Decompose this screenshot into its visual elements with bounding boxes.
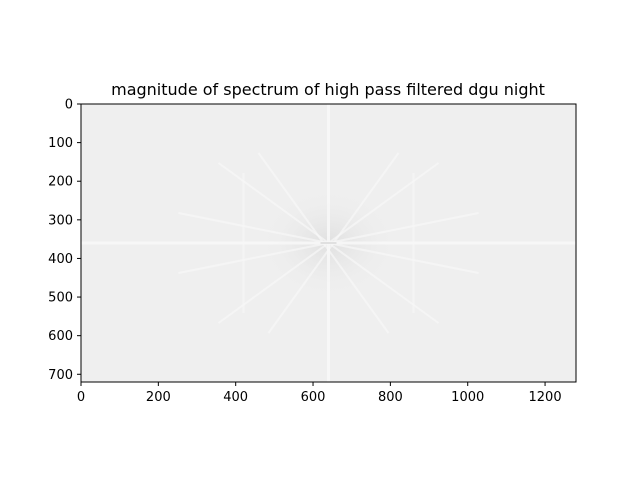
y-tick-label: 0 xyxy=(65,98,73,113)
x-axis: 0 200 400 600 800 1000 1200 xyxy=(77,382,562,405)
y-tick-label: 600 xyxy=(48,329,73,344)
x-tick-label: 400 xyxy=(223,390,248,405)
heatmap-image xyxy=(81,104,576,382)
x-tick-label: 600 xyxy=(301,390,326,405)
x-tick-label: 1000 xyxy=(451,390,484,405)
y-tick-label: 100 xyxy=(48,136,73,151)
x-tick-label: 800 xyxy=(378,390,403,405)
x-tick-label: 1200 xyxy=(529,390,562,405)
y-tick-label: 200 xyxy=(48,175,73,190)
y-tick-label: 500 xyxy=(48,291,73,306)
y-axis: 0 100 200 300 400 500 600 700 xyxy=(48,98,81,383)
plot-frame xyxy=(80,103,577,383)
x-tick-label: 200 xyxy=(146,390,171,405)
chart-title: magnitude of spectrum of high pass filte… xyxy=(111,80,545,99)
y-tick-label: 300 xyxy=(48,213,73,228)
y-tick-label: 700 xyxy=(48,368,73,383)
x-tick-label: 0 xyxy=(77,390,85,405)
y-tick-label: 400 xyxy=(48,252,73,267)
spectrum-features xyxy=(81,104,576,382)
